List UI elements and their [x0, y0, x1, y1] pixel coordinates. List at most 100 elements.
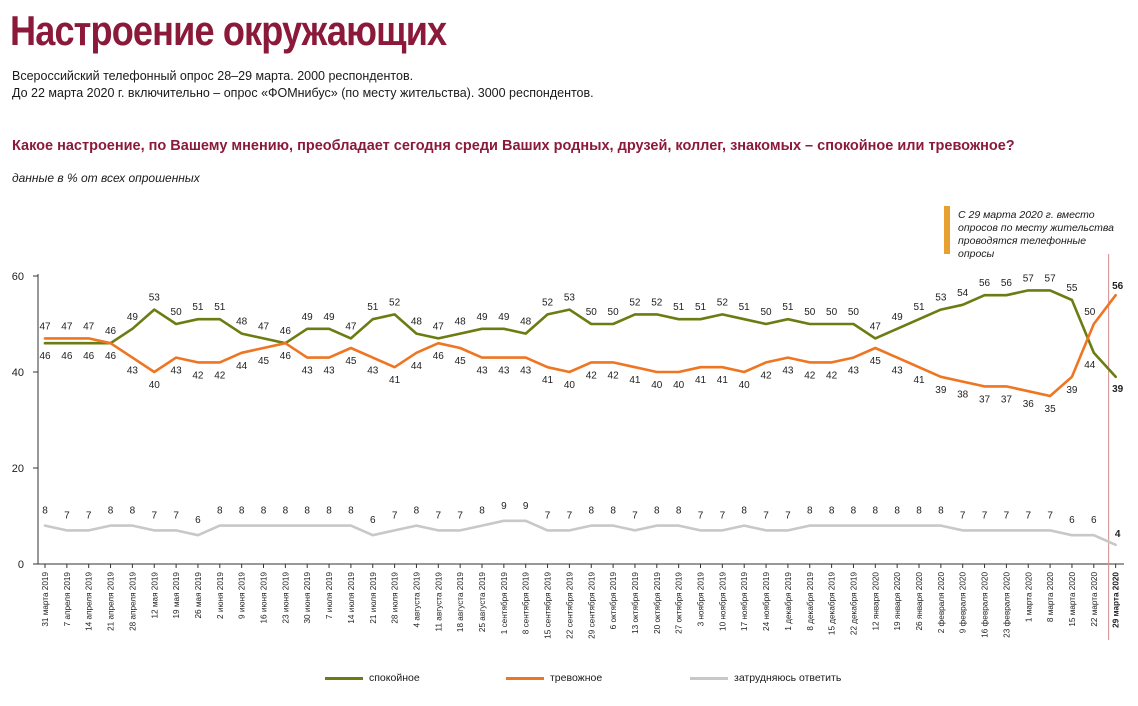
data-label-hard: 7	[698, 510, 704, 521]
data-label-anxious: 42	[826, 370, 838, 381]
data-label-calm: 50	[848, 307, 860, 318]
x-tick-label: 13 октября 2019	[631, 572, 640, 634]
data-label-calm: 53	[564, 293, 576, 304]
x-tick-label: 23 июня 2019	[281, 572, 290, 624]
x-tick-label: 14 июля 2019	[347, 572, 356, 624]
data-label-calm: 46	[83, 351, 95, 362]
data-label-calm: 50	[586, 307, 598, 318]
data-label-anxious: 43	[367, 366, 379, 377]
data-label-calm: 48	[455, 317, 467, 328]
data-label-hard: 8	[807, 506, 813, 517]
data-label-calm: 47	[433, 321, 445, 332]
data-label-anxious: 39	[1066, 385, 1078, 396]
data-label-hard: 8	[894, 506, 900, 517]
data-label-calm: 46	[105, 326, 117, 337]
data-label-calm: 46	[280, 326, 292, 337]
data-label-anxious: 35	[1045, 404, 1057, 415]
data-label-hard: 7	[392, 510, 398, 521]
data-label-hard: 7	[1004, 510, 1010, 521]
x-tick-label: 16 февраля 2020	[981, 572, 990, 638]
data-label-hard: 8	[610, 506, 616, 517]
data-label-anxious: 41	[695, 375, 707, 386]
data-label-anxious: 40	[149, 380, 161, 391]
data-label-anxious: 40	[739, 380, 751, 391]
data-label-calm: 46	[39, 351, 51, 362]
data-label-hard: 7	[632, 510, 638, 521]
data-label-hard: 8	[42, 506, 48, 517]
data-label-hard: 4	[1115, 529, 1121, 540]
data-label-hard: 6	[195, 515, 201, 526]
x-tick-label: 22 марта 2020	[1090, 572, 1099, 627]
x-tick-label: 7 июля 2019	[325, 572, 334, 620]
x-tick-label: 26 января 2020	[915, 572, 924, 631]
y-tick-label: 40	[12, 367, 24, 379]
data-label-calm: 51	[214, 302, 226, 313]
data-label-anxious: 56	[1112, 281, 1124, 292]
data-label-anxious: 47	[61, 321, 73, 332]
data-label-calm: 52	[717, 297, 729, 308]
data-label-anxious: 41	[629, 375, 641, 386]
x-tick-label: 20 октября 2019	[653, 572, 662, 634]
survey-info-line-2: До 22 марта 2020 г. включительно – опрос…	[12, 86, 594, 100]
data-label-anxious: 44	[236, 361, 248, 372]
data-label-hard: 8	[938, 506, 944, 517]
legend-swatch-anxious	[506, 676, 544, 680]
data-label-hard: 8	[326, 506, 332, 517]
data-label-anxious: 37	[979, 394, 991, 405]
data-label-anxious: 42	[214, 370, 226, 381]
data-label-hard: 6	[1069, 515, 1075, 526]
data-label-anxious: 47	[83, 321, 95, 332]
x-tick-label: 29 сентября 2019	[587, 572, 596, 639]
data-label-calm: 52	[389, 297, 401, 308]
data-label-calm: 49	[323, 312, 335, 323]
data-label-anxious: 43	[323, 366, 335, 377]
data-label-calm: 57	[1023, 273, 1035, 284]
x-tick-label: 1 декабря 2019	[784, 572, 793, 631]
data-label-calm: 51	[367, 302, 379, 313]
x-tick-label: 14 апреля 2019	[85, 572, 94, 631]
data-label-anxious: 41	[389, 375, 401, 386]
data-label-anxious: 43	[848, 366, 860, 377]
data-label-calm: 51	[739, 302, 751, 313]
legend-item-anxious: тревожное	[506, 672, 602, 684]
x-tick-label: 9 февраля 2020	[959, 572, 968, 634]
data-label-anxious: 50	[1084, 307, 1096, 318]
y-tick-label: 20	[12, 463, 24, 475]
data-label-anxious: 36	[1023, 399, 1035, 410]
x-tick-label: 8 декабря 2019	[806, 572, 815, 631]
data-label-hard: 8	[108, 506, 114, 517]
data-label-hard: 8	[348, 506, 354, 517]
x-tick-label: 31 марта 2019	[41, 572, 50, 627]
data-label-calm: 53	[149, 293, 161, 304]
survey-info-line-1: Всероссийский телефонный опрос 28–29 мар…	[12, 69, 414, 83]
data-label-calm: 52	[629, 297, 641, 308]
x-tick-label: 22 декабря 2019	[849, 572, 858, 636]
data-label-calm: 50	[804, 307, 816, 318]
data-label-hard: 8	[239, 506, 245, 517]
data-label-calm: 46	[61, 351, 73, 362]
data-label-anxious: 43	[892, 366, 904, 377]
data-label-calm: 55	[1066, 283, 1078, 294]
data-label-hard: 7	[151, 510, 157, 521]
data-label-anxious: 41	[717, 375, 729, 386]
data-label-anxious: 43	[127, 366, 139, 377]
data-label-hard: 8	[588, 506, 594, 517]
data-label-hard: 7	[173, 510, 179, 521]
data-label-hard: 8	[304, 506, 310, 517]
data-label-hard: 8	[829, 506, 835, 517]
x-tick-label: 28 апреля 2019	[128, 572, 137, 631]
x-tick-label: 6 октября 2019	[609, 572, 618, 630]
x-tick-label: 4 августа 2019	[412, 572, 421, 628]
x-tick-label: 2 июня 2019	[216, 572, 225, 619]
page-title: Настроение окружающих	[10, 7, 447, 54]
legend-item-hard: затрудняюсь ответить	[690, 672, 841, 684]
legend-swatch-hard	[690, 676, 728, 680]
x-tick-label: 29 марта 2020	[1112, 572, 1121, 628]
data-label-anxious: 37	[1001, 394, 1013, 405]
x-tick-label: 30 июня 2019	[303, 572, 312, 624]
x-tick-label: 10 ноября 2019	[718, 572, 727, 631]
data-label-anxious: 43	[476, 366, 488, 377]
x-tick-label: 15 сентября 2019	[544, 572, 553, 639]
data-label-hard: 7	[545, 510, 551, 521]
data-label-calm: 44	[1084, 360, 1096, 371]
